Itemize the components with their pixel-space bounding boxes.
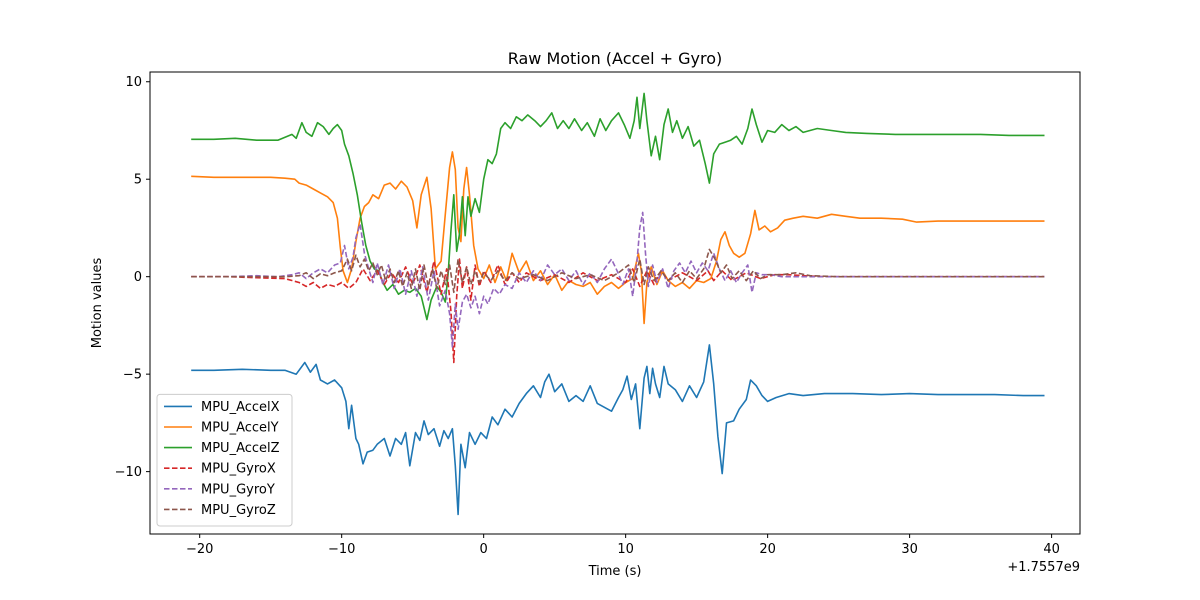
- x-axis: −20 −10 0 10 20 30 40: [186, 534, 1060, 557]
- plot-frame: [149, 71, 1081, 535]
- y-tick-label: −10: [115, 465, 142, 480]
- x-tick-label: 10: [617, 542, 634, 557]
- y-tick-label: −5: [123, 368, 142, 383]
- y-tick-label: 5: [134, 173, 142, 188]
- legend-label: MPU_AccelX: [201, 400, 280, 415]
- series-line-mpu-accelz: [191, 92, 1045, 321]
- legend-label: MPU_GyroZ: [201, 503, 276, 518]
- series-line-mpu-accelx: [191, 344, 1045, 516]
- series-line-mpu-gyroy: [191, 211, 1045, 348]
- legend-label: MPU_AccelZ: [201, 441, 280, 456]
- x-tick-label: 0: [480, 542, 488, 557]
- x-tick-label: 30: [901, 542, 918, 557]
- y-axis-label: Motion values: [90, 258, 105, 349]
- y-axis: −10 −5 0 5 10: [115, 75, 150, 480]
- legend-label: MPU_AccelY: [201, 421, 279, 436]
- x-tick-label: 20: [759, 542, 776, 557]
- x-tick-label: −10: [328, 542, 355, 557]
- x-offset-label: +1.7557e9: [1007, 560, 1080, 575]
- y-tick-label: 0: [134, 270, 142, 285]
- chart-title: Raw Motion (Accel + Gyro): [508, 49, 723, 68]
- x-tick-label: 40: [1043, 542, 1060, 557]
- series-line-mpu-accely: [191, 151, 1045, 325]
- series-line-mpu-gyrox: [191, 258, 1045, 364]
- legend-label: MPU_GyroX: [201, 462, 276, 477]
- series-line-mpu-gyroz: [191, 248, 1045, 294]
- plot-area: [191, 92, 1045, 516]
- legend: MPU_AccelX MPU_AccelY MPU_AccelZ MPU_GyroX M…: [156, 393, 293, 527]
- x-tick-label: −20: [186, 542, 213, 557]
- x-axis-label: Time (s): [588, 564, 642, 579]
- legend-label: MPU_GyroY: [201, 482, 275, 497]
- y-tick-label: 10: [125, 75, 142, 90]
